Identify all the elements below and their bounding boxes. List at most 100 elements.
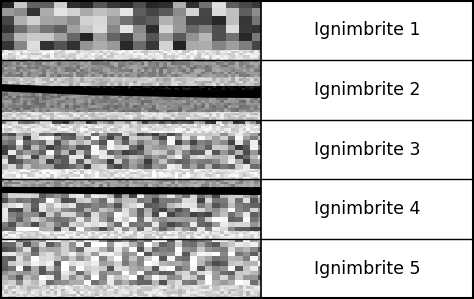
Bar [103,232,107,234]
Bar [103,294,107,296]
Bar [54,78,57,81]
Bar [137,155,145,159]
Bar [228,285,231,286]
Bar [80,83,84,86]
Bar [145,175,148,177]
Bar [77,88,80,90]
Bar [250,108,254,110]
Bar [228,291,231,294]
Bar [50,78,54,81]
Bar [103,187,106,189]
Bar [205,88,208,90]
Bar [243,222,250,227]
Bar [258,96,261,98]
Bar [69,126,73,128]
Bar [6,88,9,90]
Bar [152,286,156,289]
Bar [167,182,171,184]
Bar [61,155,69,159]
Bar [23,53,27,55]
Bar [35,118,38,120]
Bar [55,88,57,90]
Bar [91,184,95,187]
Bar [57,65,61,67]
Bar [38,164,46,169]
Bar [122,113,126,115]
Bar [0,184,4,187]
Bar [91,232,95,234]
Bar [107,16,120,25]
Bar [220,58,224,60]
Bar [239,98,243,100]
Bar [182,69,186,72]
Bar [19,103,23,105]
Bar [16,222,23,227]
Bar [174,83,178,86]
Bar [250,100,254,103]
Bar [19,53,23,55]
Bar [31,128,35,131]
Bar [151,90,154,91]
Bar [107,91,110,93]
Bar [27,232,31,234]
Bar [50,67,54,69]
Bar [152,126,156,128]
Bar [165,90,168,91]
Bar [239,172,243,175]
Bar [23,88,26,90]
Bar [114,177,118,179]
Bar [4,105,8,108]
Bar [259,90,261,91]
Bar [12,172,16,175]
Bar [156,108,159,110]
Bar [159,203,167,208]
Bar [254,289,258,291]
Bar [8,58,12,60]
Bar [46,78,50,81]
Bar [57,289,61,291]
Bar [220,208,228,212]
Bar [73,55,76,58]
Bar [114,291,118,294]
Bar [69,110,73,112]
Bar [69,60,73,62]
Bar [80,105,84,108]
Bar [186,177,190,179]
Bar [179,187,182,189]
Bar [88,232,91,234]
Bar [50,169,54,170]
Bar [35,91,38,93]
Bar [205,67,209,69]
Bar [38,60,42,62]
Bar [159,100,163,103]
Bar [91,93,95,96]
Bar [190,155,197,159]
Bar [114,81,118,83]
Bar [167,280,174,285]
Bar [212,93,216,96]
Bar [190,198,197,203]
Bar [110,169,114,170]
Bar [54,296,57,298]
Bar [118,105,122,108]
Text: Ignimbrite 5: Ignimbrite 5 [314,260,420,277]
Bar [154,90,156,91]
Bar [37,187,40,189]
Bar [107,242,114,247]
Bar [88,65,91,67]
Bar [16,65,19,67]
Bar [145,285,148,286]
Bar [107,128,110,131]
Bar [137,135,145,140]
Bar [99,135,107,140]
Bar [122,294,126,296]
Bar [3,88,6,90]
Bar [38,53,42,55]
Bar [152,170,156,172]
Bar [54,69,57,72]
Bar [76,296,80,298]
Bar [95,289,99,291]
Bar [228,164,235,169]
Bar [91,62,95,65]
Bar [163,131,167,133]
